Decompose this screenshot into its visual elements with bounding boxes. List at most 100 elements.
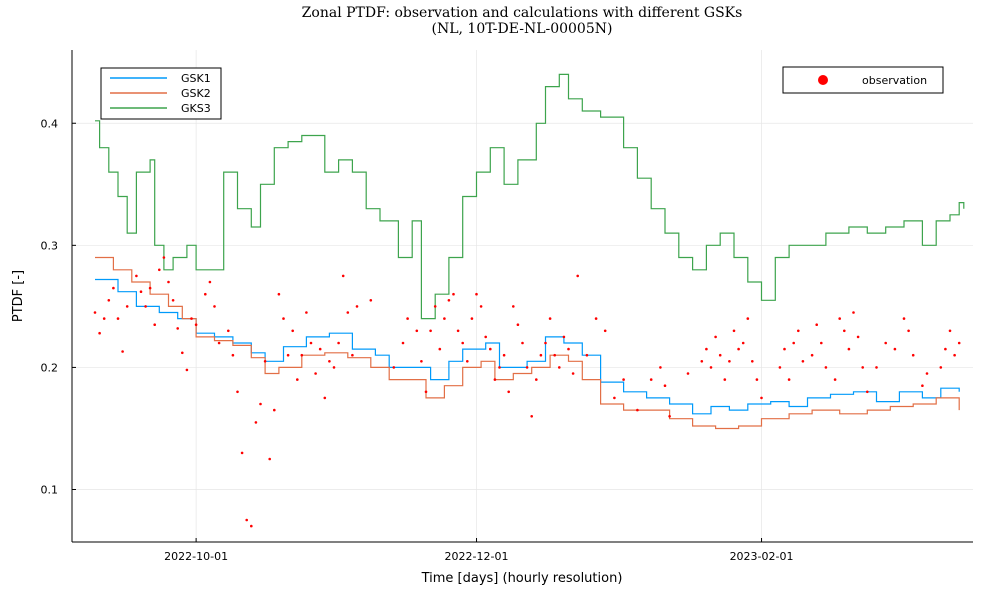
observation-point	[263, 360, 267, 363]
observation-point	[346, 311, 350, 314]
y-axis-label: PTDF [-]	[11, 270, 26, 322]
observation-point	[259, 402, 262, 406]
observation-point	[433, 305, 437, 308]
legend-observation-box	[782, 66, 944, 94]
legend-observation: observation	[782, 66, 944, 94]
observation-point	[153, 323, 156, 327]
y-tick-label: 0.1	[41, 484, 59, 497]
observation-point	[622, 378, 625, 381]
observation-point	[415, 329, 419, 333]
observation-point	[852, 311, 855, 314]
observation-point	[286, 353, 290, 357]
observation-point	[484, 335, 488, 339]
legend-gks3-label: GKS3	[181, 102, 211, 115]
y-tick-label: 0.3	[41, 239, 59, 252]
observation-point	[603, 329, 607, 333]
observation-point	[847, 347, 851, 351]
grid-lines	[72, 50, 973, 542]
observation-point	[751, 360, 754, 363]
axes	[71, 50, 973, 543]
observation-point	[866, 390, 869, 394]
observation-point	[245, 518, 248, 522]
observation-point	[112, 286, 115, 290]
observation-point	[318, 347, 322, 351]
observation-point	[833, 378, 837, 381]
observation-point	[594, 317, 598, 320]
observation-point	[861, 366, 864, 369]
observation-point	[737, 347, 740, 351]
observation-point	[135, 274, 138, 278]
observation-point	[741, 341, 745, 345]
x-tick-label: 2023-02-01	[730, 550, 794, 563]
observation-point	[121, 350, 124, 353]
observation-point	[902, 317, 906, 320]
observation-point	[911, 353, 915, 357]
observation-point	[443, 317, 446, 320]
observation-point	[227, 329, 230, 333]
observation-point	[824, 366, 828, 369]
observation-point	[217, 341, 221, 345]
observation-point	[539, 353, 543, 357]
observation-point	[93, 311, 97, 314]
observation-point	[567, 347, 570, 351]
observation-point	[314, 372, 317, 375]
legend-observation-marker	[818, 75, 828, 85]
x-axis-label: Time [days] (hourly resolution)	[421, 571, 623, 586]
observation-point	[948, 329, 952, 333]
chart-subtitle: (NL, 10T-DE-NL-00005N)	[432, 21, 613, 37]
observation-point	[438, 347, 442, 351]
observation-point	[277, 292, 281, 296]
observation-point	[718, 353, 722, 357]
observation-point	[746, 317, 750, 320]
series-line-gks3	[95, 73, 965, 320]
y-tick-label: 0.2	[41, 361, 59, 374]
observation-point	[585, 353, 589, 357]
observation-point	[636, 408, 639, 412]
observation-point	[815, 323, 818, 327]
observation-point	[323, 396, 327, 400]
observation-point	[723, 378, 727, 381]
observation-point	[760, 396, 763, 400]
observation-point	[558, 366, 561, 369]
observation-point	[116, 317, 120, 320]
observation-point	[792, 341, 795, 345]
observation-point	[401, 341, 405, 345]
observation-point	[801, 360, 805, 363]
observation-point	[181, 351, 184, 355]
observation-point	[797, 329, 800, 333]
observation-point	[502, 353, 506, 357]
legend-gsk1-label: GSK1	[181, 72, 211, 85]
observation-point	[190, 317, 193, 320]
observation-point	[456, 329, 460, 333]
observation-point	[158, 268, 161, 272]
observation-point	[475, 292, 478, 296]
observation-point	[728, 360, 731, 363]
observation-point	[125, 305, 129, 308]
observation-point	[843, 329, 846, 333]
observation-point	[521, 341, 524, 345]
observation-point	[447, 299, 451, 302]
observation-point	[236, 390, 239, 394]
observation-point	[668, 415, 671, 418]
observation-point	[714, 335, 717, 339]
observation-point	[944, 347, 947, 351]
legend-observation-label: observation	[862, 74, 927, 87]
observation-point	[162, 256, 166, 259]
x-tick-label: 2022-12-01	[445, 550, 509, 563]
observation-point	[939, 366, 943, 369]
observation-point	[424, 390, 428, 394]
observation-point	[231, 353, 235, 357]
observation-point	[530, 415, 533, 418]
observation-point	[810, 353, 814, 357]
observation-point	[144, 305, 147, 308]
observation-point	[139, 290, 143, 294]
observation-point	[553, 353, 556, 357]
observation-point	[875, 366, 878, 369]
observation-point	[309, 341, 313, 345]
observation-point	[489, 347, 492, 351]
observation-point	[300, 353, 304, 357]
observation-point	[893, 347, 897, 351]
observation-point	[700, 360, 704, 363]
observation-point	[512, 305, 515, 308]
